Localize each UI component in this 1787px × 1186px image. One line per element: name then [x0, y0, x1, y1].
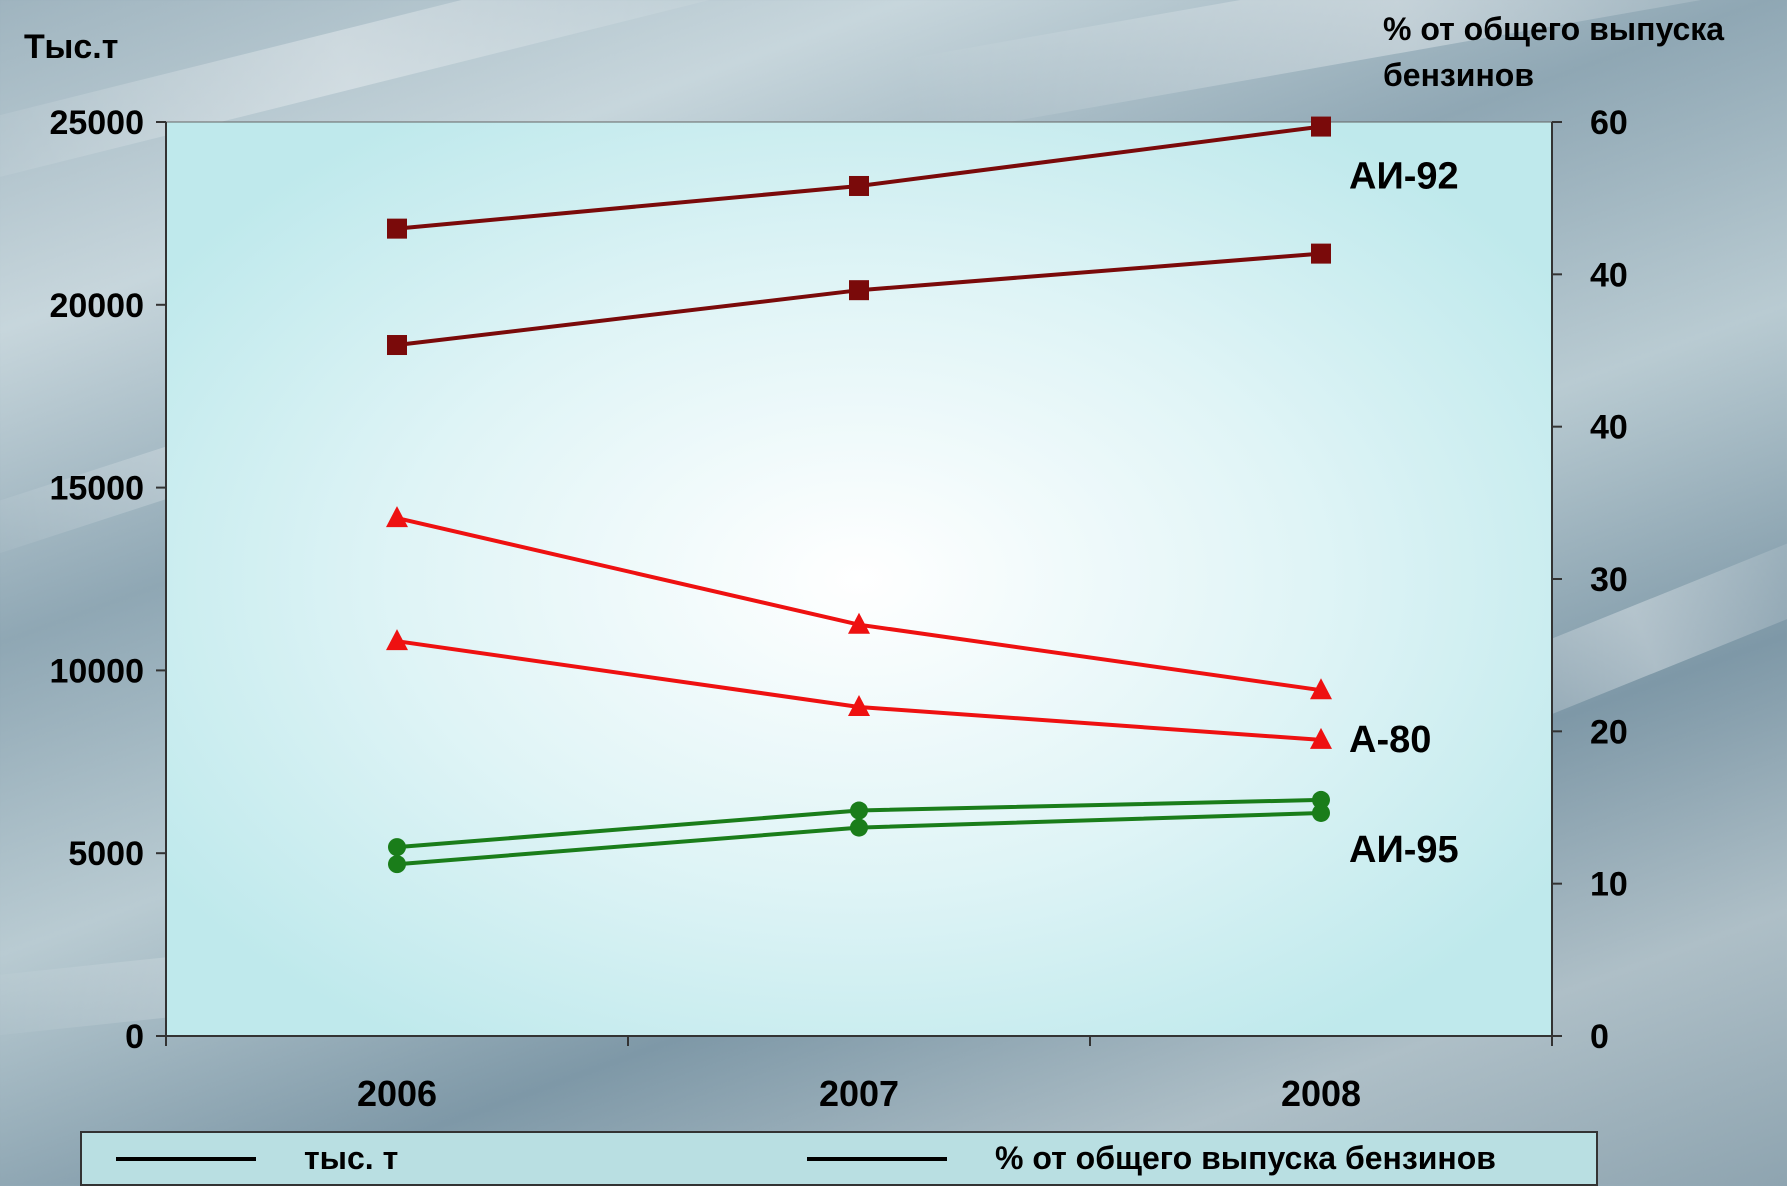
legend-text-thousand-tonnes: тыс. т — [304, 1140, 399, 1176]
series-point-triangle — [1310, 678, 1332, 700]
series-point-circle — [388, 855, 406, 874]
left-axis-title: Тыс.т — [24, 28, 118, 66]
series-point-square — [1311, 243, 1331, 264]
legend: тыс. т % от общего выпуска бензинов — [80, 1131, 1598, 1186]
series-point-triangle — [848, 694, 870, 716]
left-axis-tick-label: 25000 — [49, 104, 144, 142]
series-point-square — [849, 280, 869, 301]
left-axis-tick-label: 15000 — [49, 470, 144, 508]
series-name-label: АИ-95 — [1349, 829, 1459, 871]
series-point-square — [387, 218, 407, 239]
legend-text-percent: % от общего выпуска бензинов — [995, 1140, 1496, 1176]
right-axis-title-line2: бензинов — [1383, 57, 1534, 93]
x-axis-tick-label: 2007 — [819, 1073, 899, 1114]
legend-line-percent — [807, 1156, 947, 1161]
series-point-square — [1311, 116, 1331, 137]
right-axis-tick-label: 60 — [1590, 104, 1628, 142]
right-axis-title-line1: % от общего выпуска — [1383, 11, 1724, 47]
legend-item-percent: % от общего выпуска бензинов — [807, 1133, 1496, 1184]
right-axis-tick-label: 10 — [1590, 866, 1628, 904]
right-axis-tick-label: 40 — [1590, 409, 1628, 447]
left-axis-tick-label: 20000 — [49, 287, 144, 325]
series-point-circle — [850, 801, 868, 820]
legend-line-thousand-tonnes — [116, 1156, 256, 1161]
plot-area — [165, 121, 1553, 1037]
right-axis-tick-label: 30 — [1590, 561, 1628, 599]
series-point-circle — [1312, 803, 1330, 822]
series-point-triangle — [386, 629, 408, 651]
x-axis-tick-label: 2008 — [1281, 1073, 1361, 1114]
series-name-label: АИ-92 — [1349, 156, 1459, 198]
series-point-square — [849, 175, 869, 196]
series-point-triangle — [1310, 727, 1332, 749]
series-point-triangle — [848, 612, 870, 634]
series-point-circle — [1312, 790, 1330, 809]
right-axis-tick-label: 0 — [1590, 1018, 1609, 1056]
right-axis-tick-label: 20 — [1590, 713, 1628, 751]
series-point-circle — [388, 838, 406, 857]
x-axis-tick-label: 2006 — [357, 1073, 437, 1114]
right-axis-tick-label: 40 — [1590, 256, 1628, 294]
left-axis-tick-label: 0 — [125, 1018, 144, 1056]
left-axis-tick-label: 10000 — [49, 652, 144, 690]
legend-item-thousand-tonnes: тыс. т — [116, 1133, 398, 1184]
series-point-square — [387, 335, 407, 356]
series-point-circle — [850, 818, 868, 837]
series-name-label: А-80 — [1349, 719, 1431, 761]
left-axis-tick-label: 5000 — [68, 835, 144, 873]
series-point-triangle — [386, 506, 408, 528]
